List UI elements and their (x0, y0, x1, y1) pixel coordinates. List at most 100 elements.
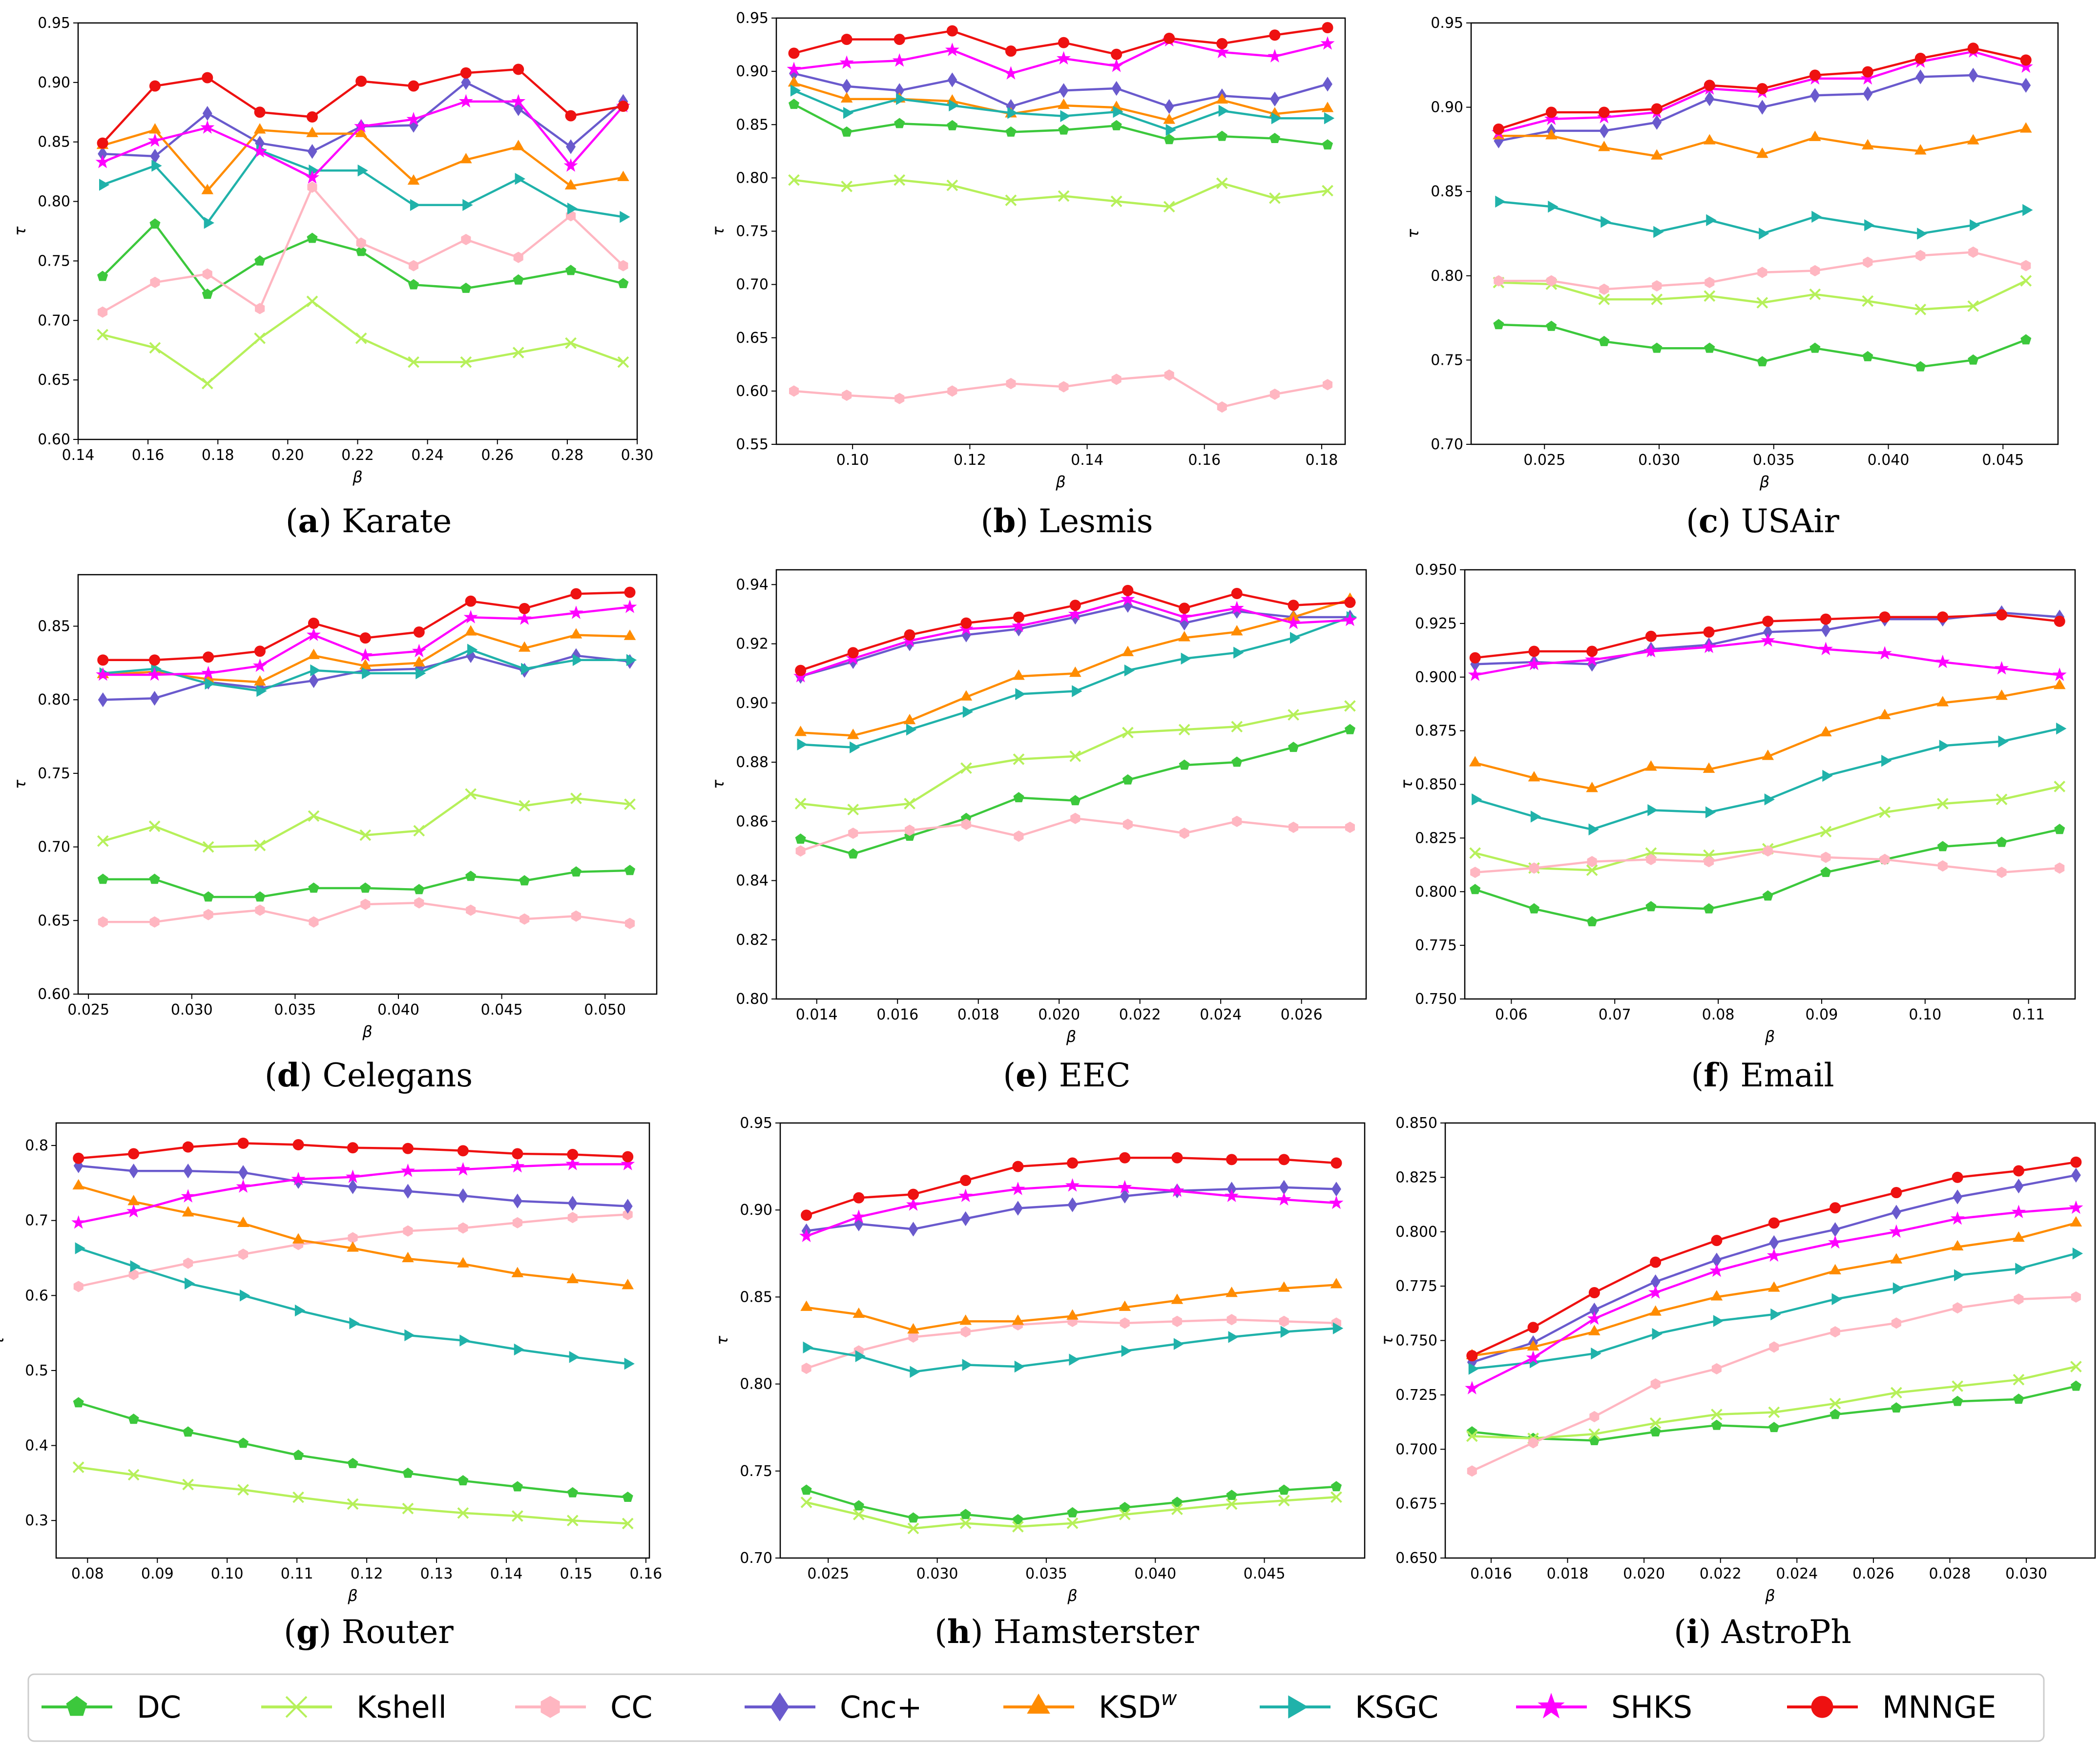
data-point (1862, 66, 1873, 78)
data-point (1226, 1490, 1237, 1500)
data-point (842, 79, 852, 94)
data-point (1269, 388, 1280, 400)
data-point (1891, 1187, 1902, 1199)
y-tick-label: 0.88 (736, 754, 769, 771)
data-point (1769, 1341, 1779, 1353)
data-point (2070, 1380, 2081, 1391)
data-point (1321, 102, 1334, 112)
series-cncplus (98, 75, 628, 164)
data-point (1915, 249, 1926, 261)
data-point (202, 841, 214, 853)
data-point (1269, 91, 1280, 107)
data-point (255, 303, 265, 314)
data-point (795, 845, 806, 857)
data-point (1012, 1314, 1024, 1325)
data-point (1998, 735, 2009, 748)
series-line (78, 1247, 628, 1365)
data-point (1598, 141, 1610, 151)
y-tick-label: 0.825 (1395, 1169, 1437, 1186)
data-point (801, 1484, 812, 1495)
series-dc (1493, 319, 2032, 372)
data-point (1646, 853, 1656, 865)
data-point (466, 904, 476, 916)
data-point (1331, 1491, 1342, 1503)
data-point (624, 865, 636, 875)
legend-marker (1027, 1693, 1050, 1714)
data-point (202, 72, 213, 83)
data-point (1820, 726, 1832, 737)
y-tick-label: 0.675 (1395, 1496, 1437, 1513)
series-line (1472, 1174, 2077, 1364)
data-point (1289, 632, 1301, 644)
data-point (1702, 639, 1716, 653)
data-point (906, 1197, 920, 1211)
data-point (1170, 1183, 1185, 1197)
series-line (102, 300, 624, 385)
data-point (1704, 856, 1714, 868)
data-point (406, 112, 421, 125)
data-point (521, 663, 532, 675)
data-point (960, 617, 972, 629)
data-point (847, 804, 859, 815)
data-point (1216, 130, 1227, 141)
data-point (1704, 80, 1715, 91)
data-point (1652, 115, 1662, 130)
data-point (1178, 724, 1190, 736)
data-point (254, 645, 266, 657)
data-point (800, 1300, 812, 1311)
data-point (1821, 622, 1831, 638)
data-point (355, 126, 367, 137)
data-point (1703, 903, 1715, 914)
data-point (151, 160, 162, 172)
series-cncplus (1494, 67, 2031, 148)
data-point (1829, 1264, 1841, 1275)
data-point (2052, 667, 2067, 681)
data-point (408, 356, 419, 368)
y-tick-label: 0.80 (1431, 268, 1463, 285)
data-point (1344, 597, 1356, 608)
y-tick-label: 0.95 (38, 15, 70, 32)
data-point (1269, 29, 1281, 41)
y-tick-label: 0.7 (25, 1212, 48, 1229)
y-tick-label: 0.75 (740, 1463, 772, 1480)
data-point (1996, 689, 2008, 700)
data-point (72, 1179, 85, 1190)
y-tick-label: 0.950 (1415, 561, 1457, 579)
data-point (2071, 1167, 2081, 1183)
data-point (1225, 1188, 1239, 1203)
data-point (465, 788, 477, 800)
data-point (624, 1357, 635, 1370)
data-point (617, 356, 629, 368)
chart-eec: 0.014 0.016 0.018 0.020 0.022 0.024 0.026 0.80 0… (709, 569, 1367, 1094)
data-point (1545, 106, 1557, 118)
data-point (1914, 303, 1927, 315)
y-tick-label: 0.70 (740, 1550, 772, 1567)
data-point (1058, 190, 1070, 202)
data-point (1645, 760, 1657, 771)
y-tick-label: 0.800 (1395, 1224, 1437, 1241)
y-tick-label: 0.85 (736, 116, 769, 133)
data-point (510, 1159, 525, 1173)
x-tick-label: 0.026 (1281, 1006, 1323, 1023)
x-axis-label: β (1765, 1027, 1775, 1046)
data-point (1228, 1331, 1239, 1343)
series-dc (795, 724, 1355, 859)
data-point (149, 654, 161, 666)
data-point (1915, 69, 1926, 84)
data-point (1968, 246, 1978, 258)
y-axis-label: τ (709, 779, 728, 789)
data-point (515, 172, 525, 185)
data-point (2070, 1216, 2082, 1227)
data-point (1591, 1347, 1601, 1360)
x-tick-label: 0.10 (1909, 1006, 1941, 1023)
x-tick-label: 0.045 (1244, 1565, 1286, 1582)
y-tick-label: 0.90 (736, 695, 769, 712)
series-mnnge (73, 1137, 634, 1164)
x-tick-label: 0.025 (1523, 452, 1565, 469)
data-point (360, 898, 371, 910)
data-point (1914, 52, 1926, 64)
data-point (2020, 54, 2032, 66)
data-point (73, 1152, 84, 1164)
data-point (2018, 59, 2033, 73)
x-tick-label: 0.022 (1700, 1565, 1742, 1582)
